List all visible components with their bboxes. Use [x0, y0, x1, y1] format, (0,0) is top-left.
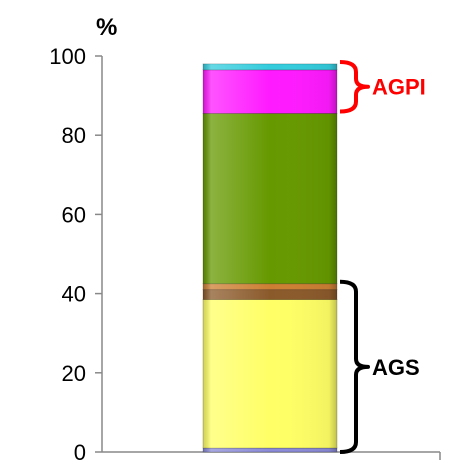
annotation-brace-1	[339, 59, 370, 114]
y-tick-label: 100	[49, 44, 86, 69]
bar-segment-shade-1	[203, 448, 337, 452]
annotations: AGPI AGS	[339, 59, 426, 454]
bar-segment-shade-4	[203, 283, 337, 290]
bar-segment-shade-7	[203, 63, 337, 70]
y-axis-unit-label: %	[96, 14, 117, 41]
y-tick-label: 0	[74, 440, 86, 462]
y-tick-label: 20	[62, 361, 86, 386]
y-tick-label: 60	[62, 202, 86, 227]
bar-stack	[202, 63, 338, 453]
annotation-brace-2	[339, 279, 370, 454]
annotation-label-1: AGPI	[372, 75, 426, 100]
y-axis-ticks: 0 20 40 60 80 100	[49, 44, 102, 462]
y-tick-label: 40	[62, 282, 86, 307]
y-tick-label: 80	[62, 123, 86, 148]
bar-segment-shade-6	[203, 69, 337, 114]
annotation-label-2: AGS	[372, 355, 420, 380]
bar-segment-shade-3	[203, 289, 337, 300]
bar-segment-shade-5	[203, 113, 337, 284]
bar-segment-shade-2	[203, 299, 337, 449]
